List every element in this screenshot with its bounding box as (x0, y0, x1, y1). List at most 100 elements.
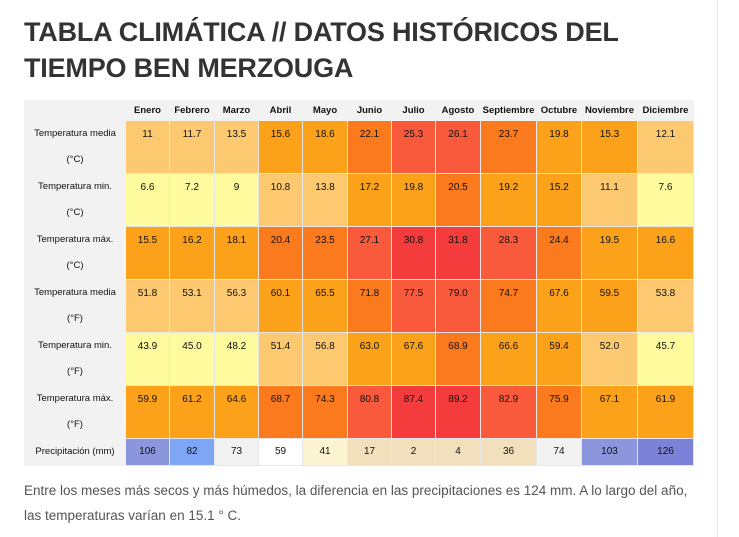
data-cell: 66.6 (480, 332, 537, 386)
header-corner (24, 100, 126, 121)
data-cell: 31.8 (435, 226, 481, 280)
data-cell: 89.2 (435, 385, 481, 439)
data-cell: 82.9 (480, 385, 537, 439)
data-cell: 71.8 (347, 279, 392, 333)
data-cell: 82 (169, 438, 215, 466)
month-header: Junio (347, 100, 392, 121)
data-cell: 61.2 (169, 385, 215, 439)
data-cell: 16.2 (169, 226, 215, 280)
row-unit: (°C) (66, 260, 84, 271)
data-cell: 75.9 (536, 385, 582, 439)
data-cell: 2 (391, 438, 436, 466)
row-header: Temperatura media (°F) (24, 279, 126, 333)
data-cell: 74.7 (480, 279, 537, 333)
data-cell: 24.4 (536, 226, 582, 280)
table-row: Temperatura min. (°F) 43.9 45.0 48.2 51.4… (24, 332, 694, 386)
data-cell: 64.6 (214, 385, 259, 439)
data-cell: 43.9 (125, 332, 170, 386)
data-cell: 48.2 (214, 332, 259, 386)
data-cell: 11.7 (169, 120, 215, 174)
data-cell: 7.6 (637, 173, 694, 227)
data-cell: 53.8 (637, 279, 694, 333)
data-cell: 19.5 (581, 226, 638, 280)
data-cell: 61.9 (637, 385, 694, 439)
data-cell: 20.4 (258, 226, 303, 280)
row-header: Temperatura min. (°C) (24, 173, 126, 227)
data-cell: 56.3 (214, 279, 259, 333)
data-cell: 67.1 (581, 385, 638, 439)
table-row: Precipitación (mm) 106 82 73 59 41 17 2 … (24, 438, 694, 466)
data-cell: 68.9 (435, 332, 481, 386)
data-cell: 17.2 (347, 173, 392, 227)
row-label: Precipitación (mm) (35, 446, 115, 457)
content-right-border (717, 0, 718, 537)
data-cell: 77.5 (391, 279, 436, 333)
data-cell: 7.2 (169, 173, 215, 227)
data-cell: 11.1 (581, 173, 638, 227)
table-row: Temperatura min. (°C) 6.6 7.2 9 10.8 13.8… (24, 173, 694, 227)
table-row: Temperatura media (°F) 51.8 53.1 56.3 60.… (24, 279, 694, 333)
data-cell: 15.2 (536, 173, 582, 227)
data-cell: 106 (125, 438, 170, 466)
data-cell: 15.6 (258, 120, 303, 174)
row-label: Temperatura media (34, 128, 116, 139)
row-header: Temperatura min. (°F) (24, 332, 126, 386)
data-cell: 4 (435, 438, 481, 466)
row-label: Temperatura máx. (36, 393, 114, 404)
row-label: Temperatura min. (38, 340, 112, 351)
month-header: Enero (125, 100, 170, 121)
month-header: Octubre (536, 100, 582, 121)
data-cell: 20.5 (435, 173, 481, 227)
data-cell: 13.5 (214, 120, 259, 174)
data-cell: 18.6 (302, 120, 348, 174)
data-cell: 15.3 (581, 120, 638, 174)
data-cell: 74 (536, 438, 582, 466)
row-unit: (°F) (67, 419, 83, 430)
row-header: Temperatura máx. (°C) (24, 226, 126, 280)
data-cell: 59.9 (125, 385, 170, 439)
row-header: Temperatura máx. (°F) (24, 385, 126, 439)
data-cell: 19.8 (391, 173, 436, 227)
month-header: Mayo (302, 100, 348, 121)
data-cell: 15.5 (125, 226, 170, 280)
data-cell: 18.1 (214, 226, 259, 280)
row-header: Precipitación (mm) (24, 438, 126, 466)
row-unit: (°C) (66, 154, 84, 165)
row-label: Temperatura máx. (36, 234, 114, 245)
month-header: Agosto (435, 100, 481, 121)
data-cell: 59 (258, 438, 303, 466)
data-cell: 11 (125, 120, 170, 174)
data-cell: 79.0 (435, 279, 481, 333)
row-unit: (°C) (66, 207, 84, 218)
data-cell: 73 (214, 438, 259, 466)
month-header: Marzo (214, 100, 259, 121)
data-cell: 60.1 (258, 279, 303, 333)
data-cell: 36 (480, 438, 537, 466)
data-cell: 103 (581, 438, 638, 466)
data-cell: 63.0 (347, 332, 392, 386)
table-header-row: Enero Febrero Marzo Abril Mayo Junio Jul… (24, 100, 694, 121)
data-cell: 12.1 (637, 120, 694, 174)
data-cell: 45.0 (169, 332, 215, 386)
month-header: Diciembre (637, 100, 694, 121)
climate-table: Enero Febrero Marzo Abril Mayo Junio Jul… (24, 100, 694, 466)
data-cell: 67.6 (391, 332, 436, 386)
data-cell: 19.2 (480, 173, 537, 227)
month-header: Julio (391, 100, 436, 121)
data-cell: 16.6 (637, 226, 694, 280)
data-cell: 59.5 (581, 279, 638, 333)
data-cell: 30.8 (391, 226, 436, 280)
data-cell: 80.8 (347, 385, 392, 439)
data-cell: 23.7 (480, 120, 537, 174)
month-header: Abril (258, 100, 303, 121)
data-cell: 9 (214, 173, 259, 227)
data-cell: 67.6 (536, 279, 582, 333)
table-row: Temperatura máx. (°C) 15.5 16.2 18.1 20.4… (24, 226, 694, 280)
data-cell: 52.0 (581, 332, 638, 386)
row-label: Temperatura media (34, 287, 116, 298)
data-cell: 25.3 (391, 120, 436, 174)
page-title: TABLA CLIMÁTICA // DATOS HISTÓRICOS DEL … (24, 17, 619, 83)
data-cell: 41 (302, 438, 348, 466)
climate-summary: Entre los meses más secos y más húmedos,… (24, 483, 688, 523)
data-cell: 22.1 (347, 120, 392, 174)
